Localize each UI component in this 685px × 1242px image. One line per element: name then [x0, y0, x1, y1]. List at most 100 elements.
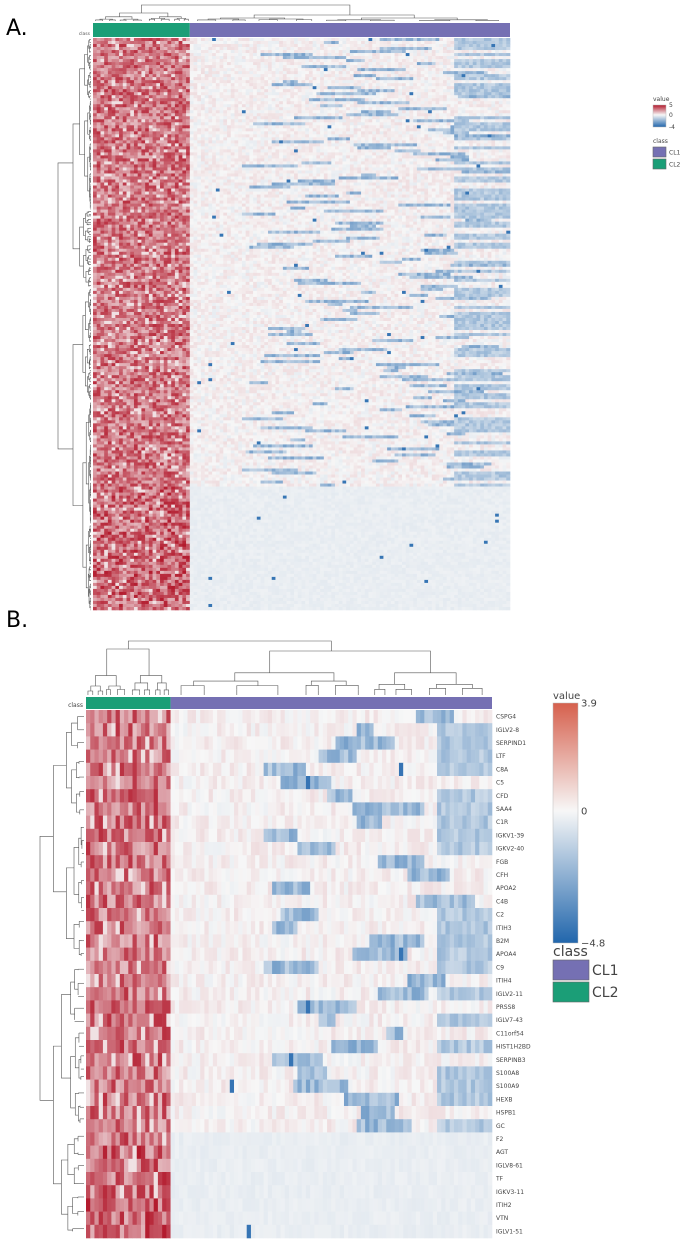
- heatmap-cell: [216, 149, 220, 152]
- heatmap-cell: [167, 44, 171, 47]
- heatmap-cell: [97, 59, 101, 62]
- heatmap-cell: [156, 113, 160, 116]
- heatmap-cell: [324, 104, 328, 107]
- heatmap-cell: [220, 158, 224, 161]
- heatmap-cell: [234, 83, 238, 86]
- heatmap-cell: [383, 155, 387, 158]
- heatmap-cell: [391, 137, 395, 140]
- heatmap-cell: [361, 158, 365, 161]
- heatmap-cell: [205, 101, 209, 104]
- heatmap-cell: [454, 50, 458, 53]
- heatmap-cell: [350, 38, 354, 41]
- heatmap-cell: [115, 137, 119, 140]
- heatmap-cell: [238, 167, 242, 170]
- heatmap-cell: [212, 71, 216, 74]
- heatmap-cell: [160, 131, 164, 134]
- heatmap-cell: [123, 155, 127, 158]
- heatmap-cell: [387, 44, 391, 47]
- heatmap-cell: [227, 122, 231, 125]
- heatmap-cell: [194, 89, 198, 92]
- heatmap-cell: [104, 149, 108, 152]
- heatmap-cell: [164, 95, 168, 98]
- heatmap-cell: [462, 167, 466, 170]
- heatmap-cell: [141, 137, 145, 140]
- heatmap-cell: [413, 38, 417, 41]
- heatmap-cell: [283, 62, 287, 65]
- heatmap-cell: [268, 101, 272, 104]
- heatmap-cell: [261, 74, 265, 77]
- heatmap-cell: [503, 161, 507, 164]
- heatmap-cell: [335, 161, 339, 164]
- heatmap-cell: [458, 119, 462, 122]
- heatmap-cell: [488, 134, 492, 137]
- heatmap-cell: [227, 143, 231, 146]
- heatmap-cell: [223, 104, 227, 107]
- heatmap-cell: [108, 38, 112, 41]
- heatmap-cell: [331, 44, 335, 47]
- heatmap-cell: [499, 59, 503, 62]
- heatmap-cell: [302, 137, 306, 140]
- heatmap-cell: [339, 56, 343, 59]
- heatmap-cell: [443, 65, 447, 68]
- heatmap-cell: [134, 155, 138, 158]
- heatmap-cell: [361, 107, 365, 110]
- heatmap-cell: [123, 116, 127, 119]
- heatmap-cell: [220, 92, 224, 95]
- heatmap-cell: [320, 113, 324, 116]
- heatmap-cell: [350, 155, 354, 158]
- heatmap-cell: [365, 47, 369, 50]
- heatmap-cell: [194, 71, 198, 74]
- heatmap-cell: [298, 146, 302, 149]
- heatmap-cell: [443, 149, 447, 152]
- heatmap-cell: [346, 71, 350, 74]
- heatmap-cell: [119, 125, 123, 128]
- heatmap-cell: [268, 68, 272, 71]
- heatmap-cell: [141, 41, 145, 44]
- heatmap-cell: [223, 101, 227, 104]
- heatmap-cell: [409, 164, 413, 167]
- heatmap-cell: [197, 77, 201, 80]
- heatmap-cell: [175, 158, 179, 161]
- heatmap-cell: [134, 83, 138, 86]
- heatmap-cell: [391, 134, 395, 137]
- heatmap-cell: [238, 89, 242, 92]
- heatmap-cell: [119, 149, 123, 152]
- heatmap-cell: [309, 170, 313, 173]
- heatmap-cell: [350, 104, 354, 107]
- heatmap-cell: [186, 167, 190, 170]
- heatmap-cell: [294, 41, 298, 44]
- heatmap-cell: [100, 38, 104, 41]
- heatmap-cell: [272, 65, 276, 68]
- heatmap-cell: [376, 119, 380, 122]
- heatmap-cell: [167, 155, 171, 158]
- heatmap-cell: [212, 50, 216, 53]
- heatmap-cell: [290, 92, 294, 95]
- heatmap-cell: [246, 65, 250, 68]
- heatmap-cell: [406, 164, 410, 167]
- heatmap-cell: [361, 44, 365, 47]
- heatmap-cell: [242, 110, 246, 113]
- heatmap-cell: [503, 44, 507, 47]
- heatmap-cell: [212, 47, 216, 50]
- heatmap-cell: [115, 86, 119, 89]
- heatmap-cell: [298, 56, 302, 59]
- heatmap-cell: [417, 38, 421, 41]
- heatmap-cell: [424, 137, 428, 140]
- heatmap-cell: [302, 38, 306, 41]
- heatmap-cell: [357, 53, 361, 56]
- heatmap-cell: [309, 65, 313, 68]
- heatmap-cell: [499, 137, 503, 140]
- heatmap-cell: [272, 128, 276, 131]
- heatmap-cell: [369, 65, 373, 68]
- heatmap-cell: [309, 116, 313, 119]
- heatmap-cell: [369, 38, 373, 41]
- heatmap-cell: [175, 155, 179, 158]
- heatmap-cell: [335, 68, 339, 71]
- heatmap-cell: [320, 167, 324, 170]
- heatmap-cell: [108, 59, 112, 62]
- heatmap-cell: [134, 41, 138, 44]
- heatmap-cell: [275, 119, 279, 122]
- heatmap-cell: [320, 143, 324, 146]
- heatmap-cell: [499, 65, 503, 68]
